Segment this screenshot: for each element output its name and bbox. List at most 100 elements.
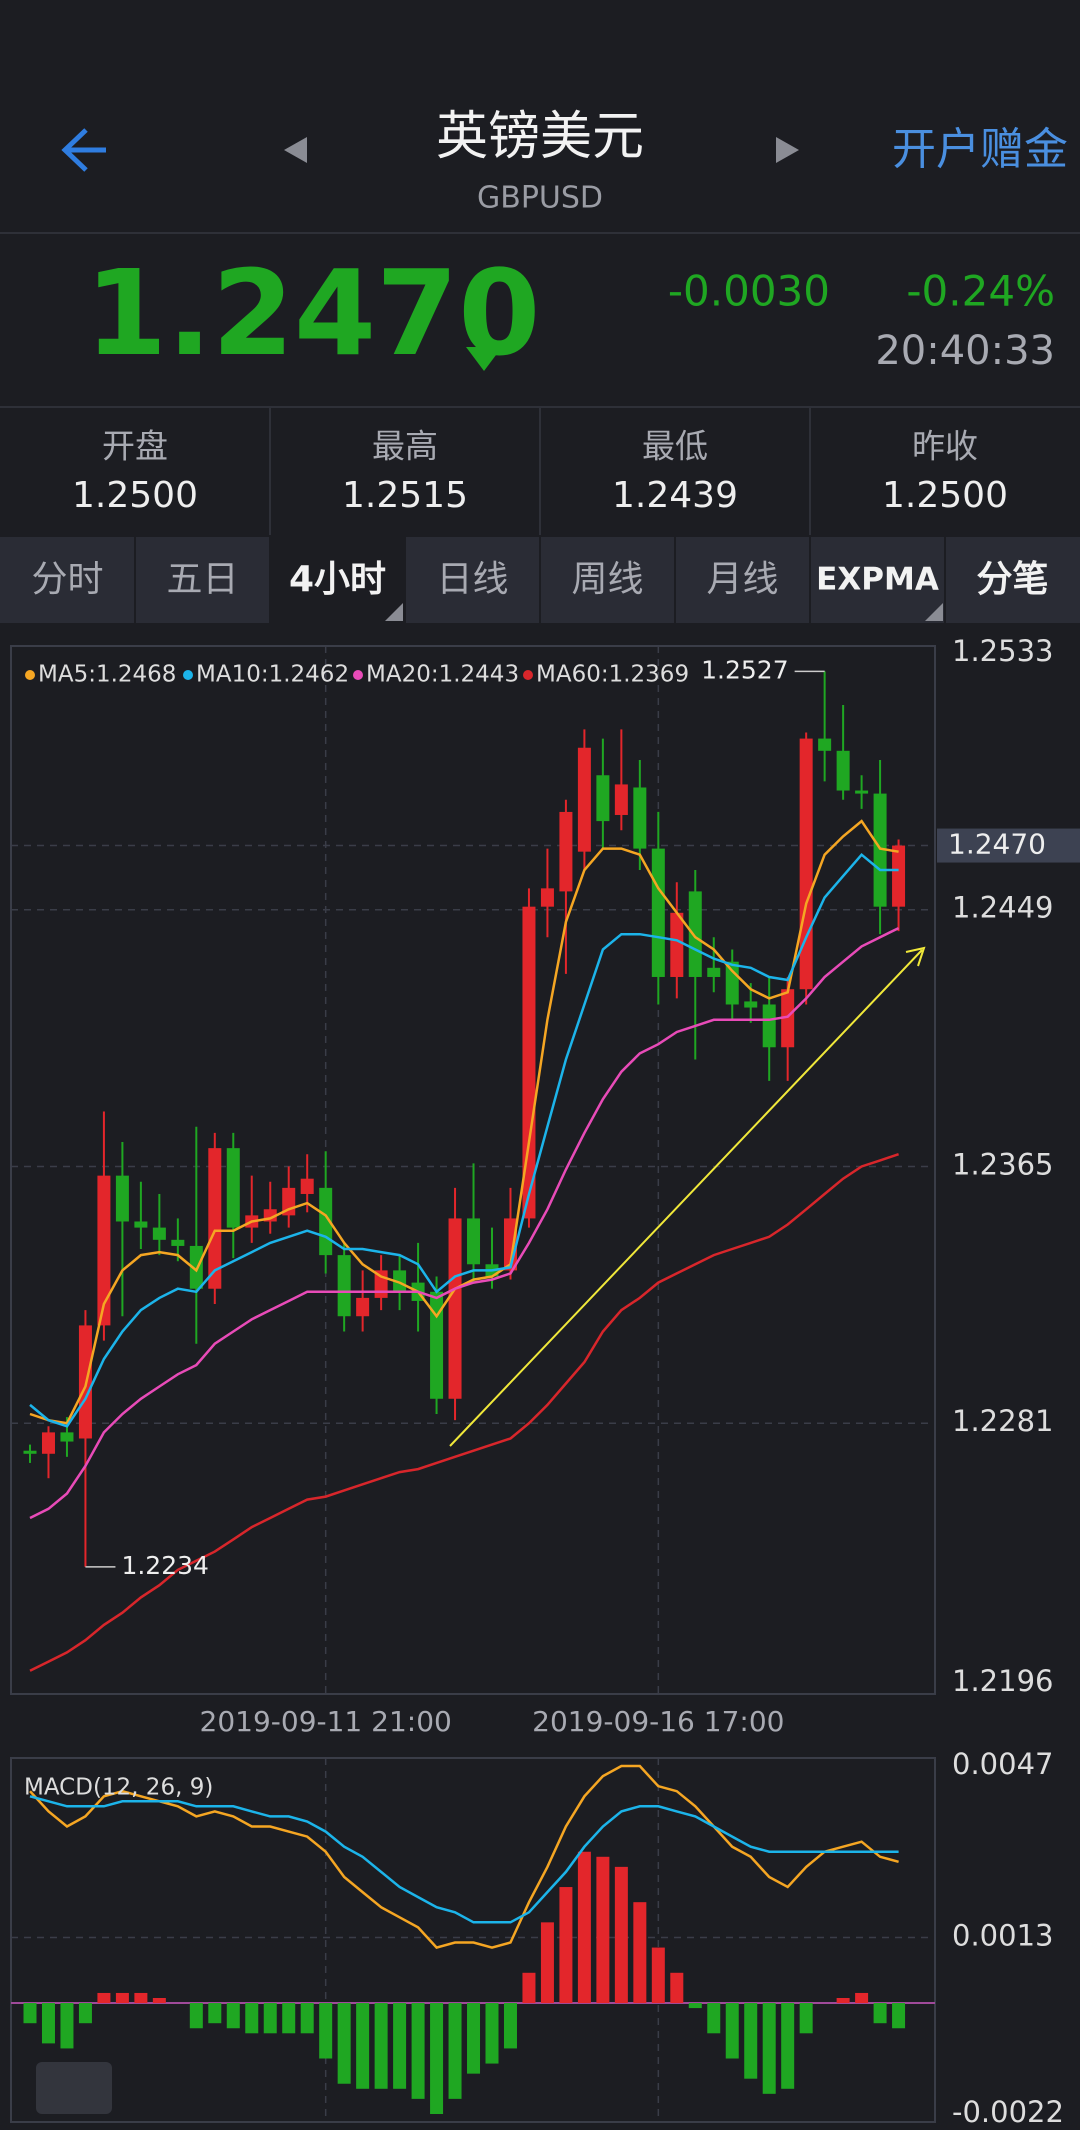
macd-bar xyxy=(23,2003,37,2024)
stat-label: 昨收 xyxy=(912,427,978,466)
macd-bar xyxy=(208,2003,222,2024)
candle-body xyxy=(725,961,739,1005)
macd-bar xyxy=(115,1992,129,2004)
candle-body xyxy=(60,1432,74,1442)
candle-body xyxy=(873,793,887,907)
next-button[interactable] xyxy=(776,137,799,163)
candle-body xyxy=(208,1148,222,1289)
macd-bar xyxy=(670,1972,684,2004)
tab-corner xyxy=(385,603,403,621)
candle-body xyxy=(707,967,721,977)
stat-value: 1.2515 xyxy=(342,475,468,516)
trend-arrow xyxy=(449,946,926,1447)
price-change-pct: -0.24% xyxy=(906,267,1055,316)
indicator-line xyxy=(29,1795,899,1924)
x-tick-label: 2019-09-16 17:00 xyxy=(532,1705,784,1738)
symbol: GBPUSD xyxy=(477,181,603,216)
macd-bar xyxy=(522,1972,536,2004)
macd-bar xyxy=(78,2003,92,2024)
tab[interactable]: 日线 xyxy=(436,559,508,600)
tab[interactable]: 周线 xyxy=(571,559,643,600)
candle-body xyxy=(577,747,591,852)
macd-bar xyxy=(799,2003,813,2034)
tab[interactable]: 五日 xyxy=(166,559,238,600)
candle-body xyxy=(892,845,906,907)
legend-dot xyxy=(523,670,533,680)
candle-body xyxy=(337,1255,351,1317)
candle-body xyxy=(189,1245,203,1289)
candle-body xyxy=(855,790,869,794)
low-label: 1.2234 xyxy=(121,1551,208,1580)
macd-bar xyxy=(892,2003,906,2029)
macd-bar xyxy=(744,2003,758,2079)
open-account-link[interactable]: 开户赠金 xyxy=(892,124,1068,175)
macd-bar xyxy=(97,1992,111,2004)
down-arrow xyxy=(466,333,502,371)
macd-bar xyxy=(60,2003,74,2049)
macd-bar xyxy=(836,1998,850,2004)
candle-body xyxy=(596,775,610,822)
indicator-line xyxy=(29,1153,899,1672)
macd-bar xyxy=(503,2003,517,2049)
y-tick-label: 1.2533 xyxy=(952,634,1053,668)
candle-body xyxy=(781,989,795,1048)
macd-bar xyxy=(356,2003,370,2089)
macd-bar xyxy=(633,1902,647,2004)
plot-frame xyxy=(10,645,936,1695)
macd-bar xyxy=(559,1887,573,2004)
candle-body xyxy=(430,1291,444,1399)
macd-bar xyxy=(282,2003,296,2034)
macd-bar xyxy=(651,1947,665,2004)
macd-bar xyxy=(41,2003,55,2044)
tab[interactable]: 分笔 xyxy=(976,559,1048,600)
candle-body xyxy=(97,1175,111,1326)
title: 英镑美元 xyxy=(436,107,644,167)
tab[interactable]: EXPMA xyxy=(816,562,939,598)
macd-bar xyxy=(393,2003,407,2089)
indicator-line xyxy=(29,1764,899,1950)
tab[interactable]: 4小时 xyxy=(289,559,386,600)
candle-body xyxy=(23,1450,37,1454)
macd-bar xyxy=(226,2003,240,2029)
stat-value: 1.2439 xyxy=(612,475,738,516)
macd-bar xyxy=(596,1856,610,2004)
stat-label: 开盘 xyxy=(102,427,168,466)
prev-button[interactable] xyxy=(284,137,307,163)
legend-label: MA10:1.2462 xyxy=(196,662,349,688)
macd-bar xyxy=(152,1998,166,2004)
candle-body xyxy=(762,1004,776,1048)
candle-body xyxy=(115,1175,129,1222)
candle-body xyxy=(152,1227,166,1240)
y-tick-label: 1.2281 xyxy=(952,1404,1053,1438)
tab[interactable]: 分时 xyxy=(31,559,103,600)
macd-bar xyxy=(374,2003,388,2089)
legend-dot xyxy=(25,670,35,680)
quote-time: 20:40:33 xyxy=(875,328,1055,374)
y-tick-label: -0.0022 xyxy=(952,2095,1064,2129)
candle-body xyxy=(226,1148,240,1228)
candle-body xyxy=(522,906,536,1219)
candle-body xyxy=(448,1218,462,1399)
back-button[interactable] xyxy=(61,128,106,172)
toggle-icon[interactable] xyxy=(36,2062,112,2114)
tab[interactable]: 月线 xyxy=(706,559,778,600)
macd-bar xyxy=(189,2003,203,2029)
macd-bar xyxy=(614,1866,628,2004)
candle-body xyxy=(614,784,628,815)
macd-bar xyxy=(725,2003,739,2059)
active-tab-bg xyxy=(270,537,405,623)
macd-bar xyxy=(688,2003,702,2009)
last-price-tag xyxy=(937,828,1080,863)
macd-bar xyxy=(319,2003,333,2059)
y-tick-label: 0.0013 xyxy=(952,1918,1053,1952)
macd-bar xyxy=(707,2003,721,2034)
price-change: -0.0030 xyxy=(668,267,830,316)
y-tick-label: 0.0047 xyxy=(952,1747,1053,1781)
legend-label: MA60:1.2369 xyxy=(536,662,689,688)
legend-dot xyxy=(183,670,193,680)
candle-body xyxy=(171,1239,185,1246)
candle-body xyxy=(836,750,850,791)
macd-bar xyxy=(263,2003,277,2034)
stat-label: 最低 xyxy=(642,427,708,466)
candle-body xyxy=(744,1001,758,1008)
